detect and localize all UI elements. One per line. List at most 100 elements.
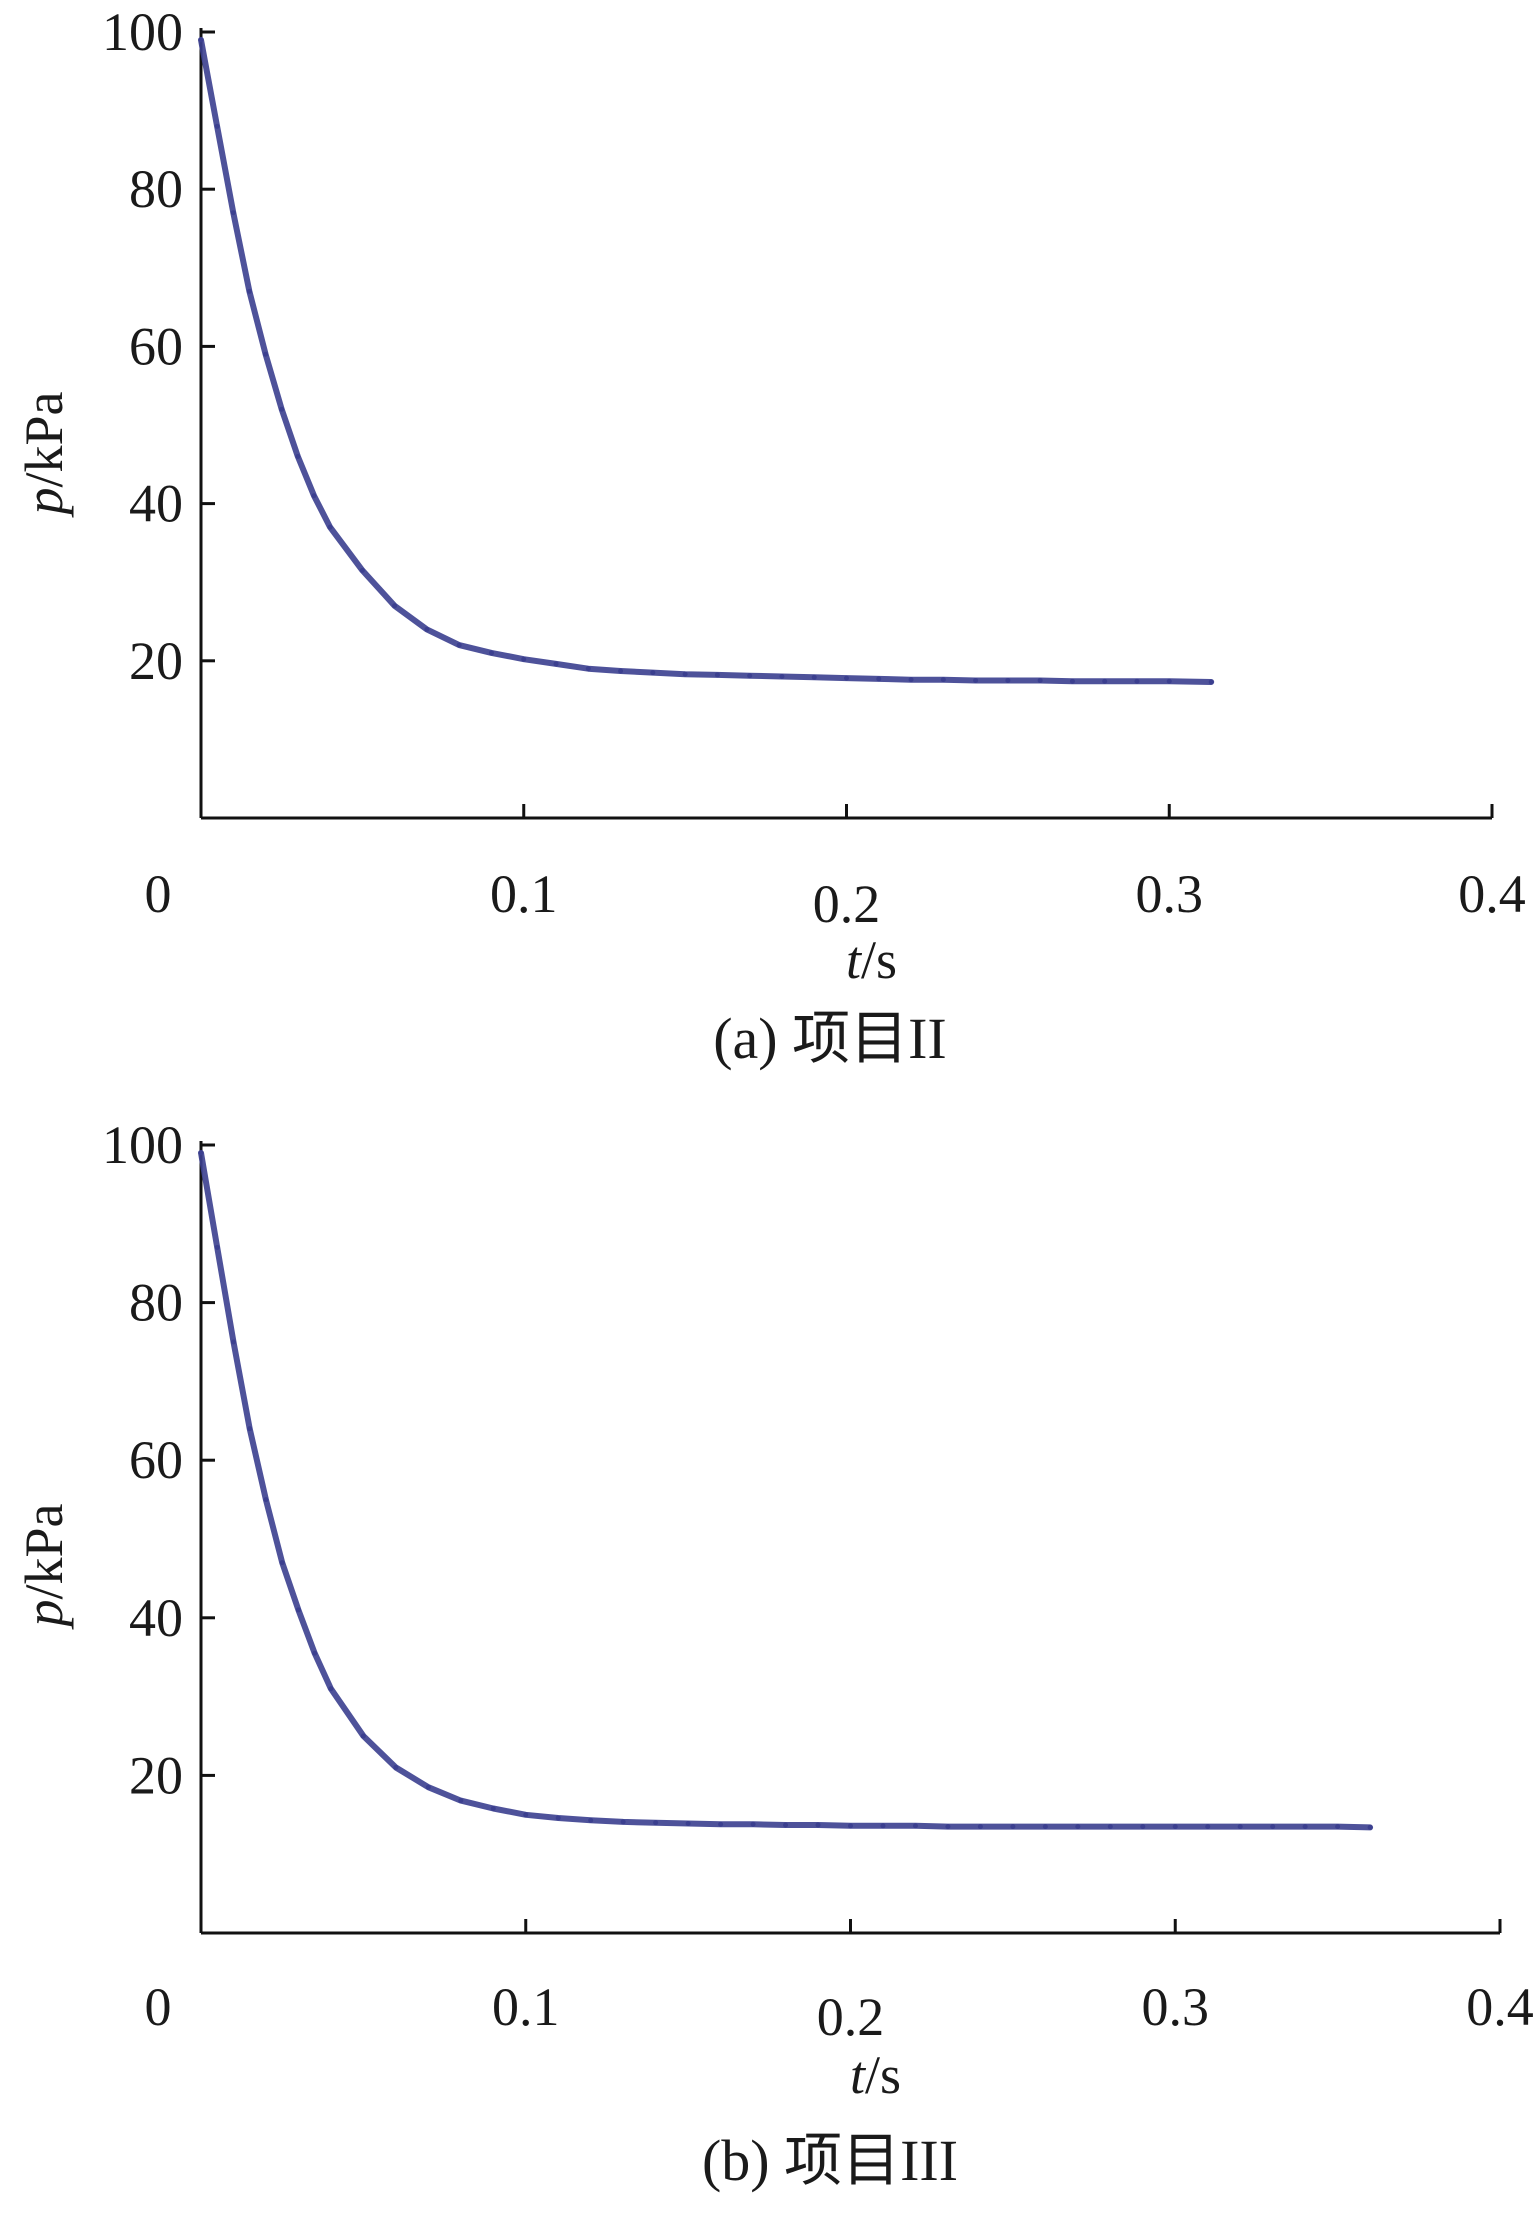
data-point bbox=[392, 603, 398, 609]
data-point bbox=[912, 1823, 918, 1829]
data-point bbox=[198, 1150, 204, 1156]
y-tick-label: 40 bbox=[129, 1588, 183, 1648]
y-tick-label: 100 bbox=[102, 1115, 183, 1175]
data-point bbox=[393, 1765, 399, 1771]
data-point bbox=[425, 1784, 431, 1790]
data-point bbox=[279, 1560, 285, 1566]
series-line bbox=[198, 36, 1215, 685]
data-point bbox=[876, 676, 882, 682]
data-point bbox=[977, 1824, 983, 1830]
data-point bbox=[1075, 1824, 1081, 1830]
data-point bbox=[585, 666, 591, 672]
x-axis-variable: t bbox=[850, 2045, 867, 2105]
data-point bbox=[848, 1823, 853, 1829]
data-point bbox=[1335, 1824, 1341, 1830]
data-point bbox=[1367, 1824, 1373, 1830]
data-point bbox=[653, 1820, 659, 1826]
data-point bbox=[198, 37, 204, 43]
data-point bbox=[783, 1822, 789, 1828]
data-point bbox=[1302, 1824, 1308, 1830]
data-point bbox=[908, 677, 914, 683]
y-axis-label: p/kPa bbox=[14, 1503, 74, 1630]
data-point bbox=[714, 672, 720, 678]
data-point bbox=[1037, 677, 1043, 683]
data-point bbox=[945, 1824, 951, 1830]
y-tick-label: 20 bbox=[129, 1745, 183, 1805]
x-tick-label: 0.3 bbox=[1142, 1977, 1210, 2037]
data-point bbox=[327, 524, 333, 530]
y-axis-variable: p bbox=[14, 488, 74, 519]
x-axis-unit: /s bbox=[861, 930, 897, 990]
data-point bbox=[1107, 1824, 1113, 1830]
x-axis-label: t/s bbox=[850, 2045, 901, 2105]
data-point bbox=[588, 1817, 594, 1823]
x-axis-label: t/s bbox=[846, 930, 897, 990]
data-point bbox=[1172, 1824, 1178, 1830]
data-point bbox=[360, 1733, 366, 1739]
data-point bbox=[811, 674, 817, 680]
data-point bbox=[488, 650, 494, 656]
data-point bbox=[844, 675, 849, 681]
data-point bbox=[359, 567, 365, 573]
data-point bbox=[312, 1650, 318, 1656]
data-point bbox=[247, 1426, 253, 1432]
data-point bbox=[940, 677, 946, 683]
data-point bbox=[1005, 677, 1011, 683]
x-axis-unit: /s bbox=[865, 2045, 901, 2105]
y-tick-label: 20 bbox=[129, 631, 183, 691]
x-tick-label: 0.4 bbox=[1458, 864, 1526, 924]
data-point bbox=[555, 1815, 561, 1821]
data-point bbox=[1134, 678, 1140, 684]
x-tick-label: 0.3 bbox=[1136, 864, 1204, 924]
y-tick-label: 40 bbox=[129, 474, 183, 534]
data-point bbox=[230, 1339, 236, 1345]
data-point bbox=[246, 288, 252, 294]
x-tick-label: 0 bbox=[145, 864, 172, 924]
chart-caption: (a) 项目II bbox=[713, 1006, 947, 1071]
data-point bbox=[1010, 1824, 1016, 1830]
data-point bbox=[1237, 1824, 1243, 1830]
y-tick-label: 80 bbox=[129, 159, 183, 219]
data-point bbox=[295, 1607, 301, 1613]
data-point bbox=[1140, 1824, 1146, 1830]
data-point bbox=[682, 671, 688, 677]
data-point bbox=[779, 674, 785, 680]
data-point bbox=[750, 1821, 756, 1827]
data-point bbox=[424, 626, 430, 632]
data-point bbox=[747, 673, 753, 679]
data-point bbox=[718, 1821, 724, 1827]
data-point bbox=[279, 406, 285, 412]
data-point bbox=[263, 1497, 269, 1503]
x-tick-label: 0 bbox=[145, 1977, 172, 2037]
data-point bbox=[685, 1820, 691, 1826]
data-point bbox=[650, 670, 656, 676]
x-tick-label: 0.4 bbox=[1466, 1977, 1534, 2037]
y-tick-label: 100 bbox=[102, 2, 183, 62]
data-point bbox=[295, 453, 301, 459]
data-point bbox=[311, 493, 317, 499]
x-tick-label: 0.1 bbox=[492, 1977, 560, 2037]
data-point bbox=[214, 1244, 220, 1250]
data-point bbox=[553, 661, 559, 667]
data-point bbox=[214, 123, 220, 129]
chart-caption: (b) 项目III bbox=[702, 2128, 958, 2193]
x-tick-label: 0.2 bbox=[813, 874, 881, 934]
data-point bbox=[230, 210, 236, 216]
data-point bbox=[618, 668, 624, 674]
y-axis-unit: /kPa bbox=[14, 391, 74, 487]
data-point bbox=[1042, 1824, 1048, 1830]
data-point bbox=[458, 1798, 464, 1804]
data-point bbox=[263, 351, 269, 357]
data-point bbox=[880, 1823, 886, 1829]
data-point bbox=[1270, 1824, 1276, 1830]
data-point bbox=[1166, 678, 1172, 684]
data-point bbox=[1205, 1824, 1211, 1830]
y-axis-label: p/kPa bbox=[14, 391, 74, 518]
y-axis-unit: /kPa bbox=[14, 1503, 74, 1599]
y-tick-label: 60 bbox=[129, 316, 183, 376]
data-point bbox=[1208, 679, 1214, 685]
data-point bbox=[1102, 678, 1108, 684]
x-tick-label: 0.2 bbox=[817, 1987, 885, 2047]
data-point bbox=[521, 656, 527, 662]
